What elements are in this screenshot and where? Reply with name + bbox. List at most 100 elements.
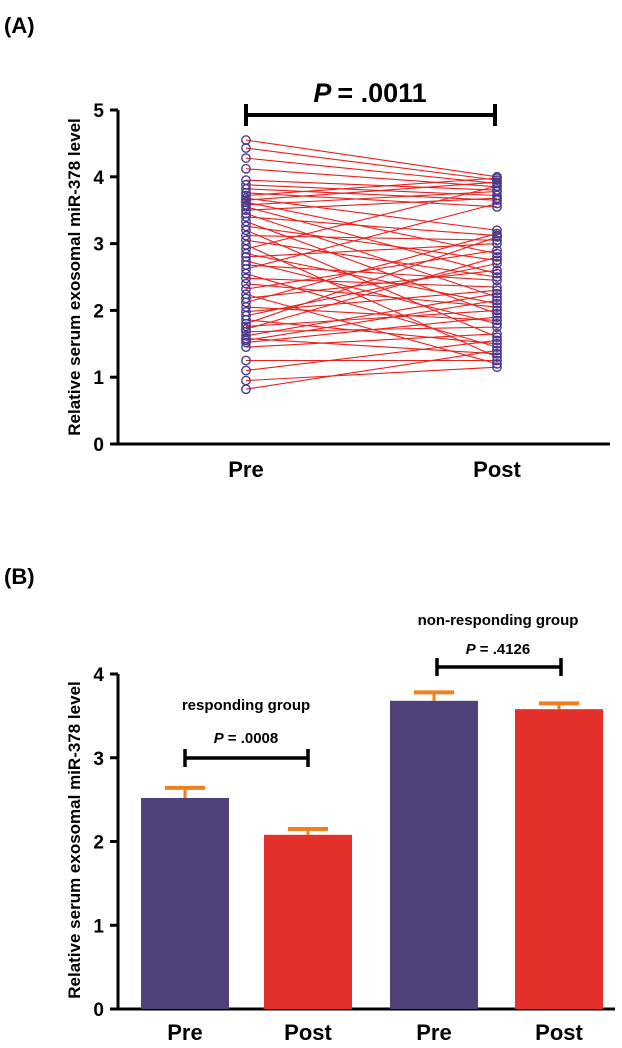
paired-line [245,235,498,241]
pre-data-point [241,163,251,174]
panel-a-significance-bracket: P = .0011 [244,78,497,126]
pre-data-point [241,248,251,259]
paired-line [245,185,498,250]
panel-a-y-tick-label: 1 [93,368,104,389]
paired-line [245,333,498,348]
post-data-point [492,328,502,339]
paired-line [245,337,498,355]
paired-line [245,225,498,261]
panel-b-category-post-1: Post [284,1020,332,1045]
panel-b-bars [141,690,603,1009]
responding-group-bracket [183,749,310,767]
pre-data-point [241,384,251,395]
paired-line [245,181,498,201]
non-responding-group-p-annotation: P = .4126 [466,641,530,658]
post-data-point [492,345,502,356]
post-data-point [492,238,502,249]
post-data-point [492,285,502,296]
panel-a-y-tick-label: 3 [93,235,104,256]
paired-line [245,309,498,327]
panel-b-y-axis-label: Relative serum exosomal miR-378 level [65,681,84,999]
panel-a-y-tick-label: 5 [93,101,104,122]
pre-data-point [241,365,251,376]
pre-data-point [241,355,251,366]
post-data-point [492,235,502,246]
paired-line [245,269,498,299]
paired-line [245,339,498,372]
pre-data-point [241,314,251,325]
responding-group-p-value: = .0008 [228,730,278,747]
panel-b-y-tick-label: 1 [93,916,104,937]
pre-data-point [241,297,251,308]
panel-a-p-symbol: P [313,78,332,108]
responding-group-label: responding group [182,697,310,714]
post-data-point [492,252,502,262]
panel-b-category-post-2: Post [535,1020,583,1045]
pre-data-point [241,330,251,341]
paired-line [245,316,498,344]
post-data-point [492,225,502,236]
post-data-point [492,265,502,276]
post-data-point [492,186,502,197]
pre-data-point [241,321,251,332]
panel-b-y-ticks: 0 1 2 3 4 [93,665,118,1021]
paired-line [245,157,498,185]
panel-b-category-pre-2: Pre [416,1020,451,1045]
post-data-point [492,298,502,309]
paired-line [245,253,498,305]
post-data-point [492,268,502,279]
post-data-point [492,177,502,188]
pre-data-point [241,190,251,201]
paired-line [245,299,498,342]
paired-line [245,243,498,258]
panel-a-markers [241,135,502,395]
post-data-point [492,288,502,299]
pre-data-point [241,183,251,194]
post-data-point [492,198,502,209]
paired-line [245,188,498,201]
post-data-point [492,302,502,312]
paired-line [245,139,498,178]
paired-line [245,236,498,325]
panel-a-y-axis-label: Relative serum exosomal miR-378 level [65,118,84,436]
post-data-point [492,358,502,369]
pre-bar [141,797,229,1009]
post-data-point [492,352,502,363]
post-data-point [492,245,502,256]
post-data-point [492,342,502,353]
post-data-point [492,255,502,266]
paired-line [245,293,498,337]
paired-line [245,264,498,281]
pre-bar [390,700,478,1009]
post-data-point [492,305,502,316]
pre-data-point [241,221,251,232]
pre-data-point [241,230,251,241]
paired-line [245,233,498,303]
paired-line [245,366,498,382]
pre-data-point [241,284,251,294]
paired-line [245,206,498,275]
post-data-point [492,181,502,192]
post-data-point [492,362,502,373]
paired-line [245,197,498,211]
paired-line [245,192,498,208]
paired-line [245,273,498,348]
paired-line [245,256,498,330]
paired-line [245,197,498,231]
panel-a-y-tick-label: 4 [93,168,104,189]
panel-a-axes [116,110,610,446]
post-data-point [492,348,502,359]
post-data-point [492,193,502,204]
paired-line [245,147,498,181]
panel-b-category-pre-1: Pre [167,1020,202,1045]
paired-line [245,263,498,317]
pre-data-point [241,273,251,284]
panel-a-y-tick-label: 0 [93,435,104,456]
paired-line [245,277,498,288]
pre-data-point [241,278,251,289]
pre-data-point [241,324,251,335]
paired-line [245,349,498,390]
post-data-point [492,332,502,343]
panel-a-p-annotation: P = .0011 [313,78,426,108]
paired-line [245,213,498,298]
